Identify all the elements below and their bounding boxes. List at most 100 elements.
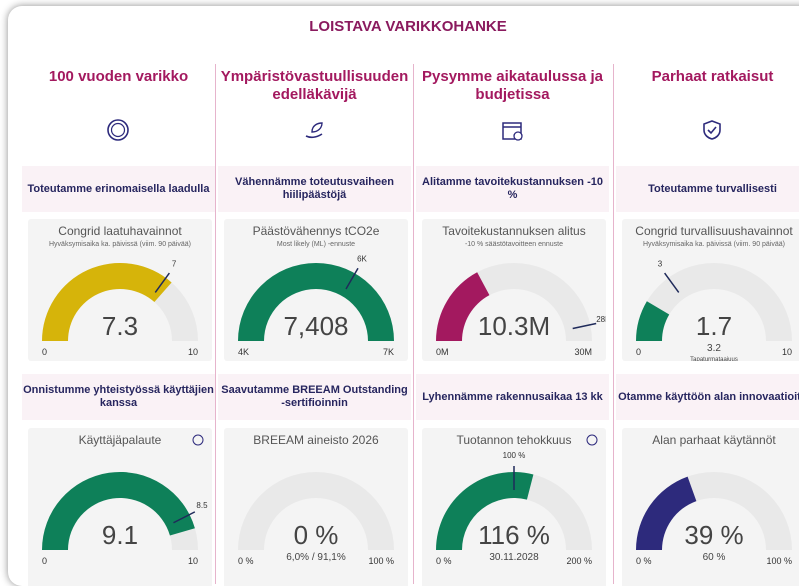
gauge-value-label: 39 % — [684, 520, 743, 550]
target-label: 8.5 — [196, 501, 208, 510]
column-divider — [215, 64, 216, 584]
gauge-max-label: 10 — [782, 347, 792, 357]
gauge-min-label: 0 — [636, 347, 641, 357]
gauge-target — [664, 272, 680, 293]
gauge-value — [436, 272, 490, 341]
info-icon — [192, 434, 204, 446]
column-icon — [305, 122, 323, 139]
gauge-value — [238, 263, 394, 341]
gauge: 39 % 0 % 100 % 60 % — [636, 472, 792, 566]
goal-label: Onnistumme yhteistyössä käyttäjien kanss… — [22, 374, 215, 420]
column: Pysymme aikataulussa ja budjetissa Alitam… — [416, 58, 609, 586]
kpi-card: Congrid laatuhavainnot Hyväksymisaika ka.… — [28, 219, 212, 361]
kpi-card: Alan parhaat käytännöt 39 % 0 % 100 % 60 % — [622, 428, 799, 586]
gauge-note: 30.11.2028 — [489, 552, 539, 563]
gauge-value — [636, 301, 670, 341]
gauge-min-label: 0 — [42, 556, 47, 566]
gauge-max-label: 7K — [383, 347, 394, 357]
column-heading: Ympäristövastuullisuuden edelläkävijä — [220, 68, 409, 103]
target-label: 100 % — [503, 451, 526, 460]
column-heading: Pysymme aikataulussa ja budjetissa — [422, 68, 603, 103]
kpi-card: Käyttäjäpalaute 8.5 9.1 0 10 — [28, 428, 212, 586]
gauge-target — [345, 267, 359, 290]
gauge-max-label: 10 — [188, 347, 198, 357]
goal-label: Alitamme tavoitekustannuksen -10 % — [416, 166, 609, 212]
gauge: 28M 10.3M 0M 30M — [436, 263, 606, 357]
card-subtitle: -10 % säästötavoitteen ennuste — [464, 241, 564, 248]
goal-label: Toteutamme erinomaisella laadulla — [22, 166, 215, 212]
gauge: 7 7.3 0 10 — [42, 260, 198, 357]
dashboard: LOISTAVA VARIKKOHANKE 100 vuoden varikko… — [8, 6, 799, 586]
column-divider — [413, 64, 414, 584]
goal-label: Otamme käyttöön alan innovaatioita — [616, 374, 799, 420]
goal-label: Lyhennämme rakennusaikaa 13 kk — [416, 374, 609, 420]
column: Parhaat ratkaisut Toteutamme turvallisest… — [616, 58, 799, 586]
gauge-value-label: 116 % — [478, 520, 550, 550]
card-title: Tuotannon tehokkuus — [456, 433, 572, 447]
target-label: 7 — [172, 260, 177, 269]
card-title: Alan parhaat käytännöt — [652, 433, 776, 447]
kpi-card: Tavoitekustannuksen alitus -10 % säästöta… — [422, 219, 606, 361]
column-icon — [107, 119, 129, 141]
target-label: 3 — [658, 260, 663, 269]
gauge-min-label: 0 % — [238, 556, 254, 566]
card-title: Tavoitekustannuksen alitus — [442, 224, 586, 238]
kpi-card: Congrid turvallisuushavainnot Hyväksymisa… — [622, 219, 799, 361]
gauge-target — [173, 511, 196, 524]
gauge-value — [42, 263, 172, 341]
card-title: BREEAM aineisto 2026 — [253, 433, 379, 447]
gauge-max-label: 200 % — [566, 556, 592, 566]
gauge-value-label: 7.3 — [102, 311, 138, 341]
card-subtitle: Hyväksymisaika ka. päivissä (viim. 90 pä… — [49, 241, 191, 248]
gauge-value-label: 9.1 — [102, 520, 138, 550]
card-title: Päästövähennys tCO2e — [252, 224, 380, 238]
gauge-value-label: 1.7 — [696, 311, 732, 341]
gauge-min-label: 0 — [42, 347, 47, 357]
target-label: 6K — [357, 254, 367, 263]
gauge-note: 60 % — [703, 552, 726, 563]
card-subtitle: Hyväksymisaika ka. päivissä (viim. 90 pä… — [643, 241, 785, 248]
column-icon — [703, 120, 721, 140]
column: 100 vuoden varikko Toteutamme erinomaisel… — [22, 58, 215, 586]
column-heading: Parhaat ratkaisut — [651, 68, 774, 85]
kpi-card: Tuotannon tehokkuus 100 % 116 % 0 % 200 % 30.… — [422, 428, 606, 586]
gauge: 6K 7,408 4K 7K — [238, 254, 394, 357]
dashboard-title: LOISTAVA VARIKKOHANKE — [309, 18, 507, 35]
target-label: 28M — [596, 315, 606, 324]
kpi-card: BREEAM aineisto 2026 0 % 0 % 100 % 6,0% / 91… — [224, 428, 408, 586]
gauge-note: 6,0% / 91,1% — [286, 552, 346, 563]
gauge: 3 1.7 0 10 3.2 Tapaturmataajuus — [636, 260, 792, 361]
card-subtitle: Most likely (ML) -ennuste — [276, 241, 356, 248]
goal-label: Toteutamme turvallisesti — [616, 166, 799, 212]
gauge: 8.5 9.1 0 10 — [42, 434, 208, 566]
gauge-value-label: 7,408 — [283, 311, 348, 341]
gauge-max-label: 10 — [188, 556, 198, 566]
gauge-max-label: 100 % — [368, 556, 394, 566]
info-icon — [586, 434, 598, 446]
gauge-value-label: 0 % — [294, 520, 339, 550]
column-heading: 100 vuoden varikko — [48, 68, 189, 85]
gauge-min-label: 0M — [436, 347, 449, 357]
gauge-min-label: 0 % — [636, 556, 652, 566]
goal-label: Saavutamme BREEAM Outstanding -sertifioi… — [218, 374, 411, 420]
kpi-card: Päästövähennys tCO2e Most likely (ML) -en… — [224, 219, 408, 361]
gauge-value — [42, 471, 195, 550]
gauge-value — [636, 476, 697, 550]
gauge-value-label: 10.3M — [478, 311, 550, 341]
gauge-target — [572, 322, 597, 330]
column-icon — [502, 122, 523, 141]
column-divider — [613, 64, 614, 584]
card-title: Congrid laatuhavainnot — [58, 224, 182, 238]
gauge-target — [154, 272, 170, 293]
goal-label: Vähennämme toteutusvaiheen hiilipäästöjä — [218, 166, 411, 212]
card-title: Congrid turvallisuushavainnot — [635, 224, 793, 238]
gauge-track — [636, 263, 792, 341]
gauge-note: 3.2 — [707, 343, 721, 354]
gauge-track — [238, 472, 394, 550]
gauge-max-label: 100 % — [766, 556, 792, 566]
column: Ympäristövastuullisuuden edelläkävijä Väh… — [218, 58, 411, 586]
card-title: Käyttäjäpalaute — [78, 433, 162, 447]
gauge: 100 % 116 % 0 % 200 % 30.11.2028 — [436, 434, 598, 566]
gauge-min-label: 4K — [238, 347, 249, 357]
gauge-max-label: 30M — [574, 347, 592, 357]
